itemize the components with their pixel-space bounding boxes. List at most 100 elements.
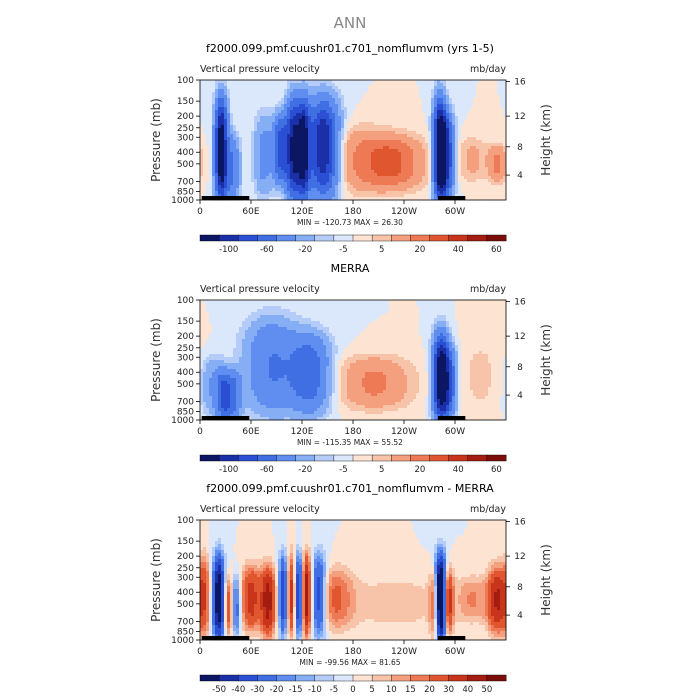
heatmap-cell (503, 152, 507, 156)
heatmap-cell (476, 303, 480, 307)
heatmap-cell (224, 324, 228, 328)
heatmap-cell (323, 80, 327, 84)
heatmap-cell (428, 167, 432, 171)
heatmap-cell (287, 104, 291, 108)
heatmap-cell (431, 315, 435, 319)
heatmap-cell (239, 86, 243, 90)
heatmap-cell (392, 134, 396, 138)
heatmap-cell (482, 110, 486, 114)
heatmap-cell (275, 131, 279, 135)
heatmap-cell (200, 113, 204, 117)
heatmap-cell (242, 191, 246, 195)
heatmap-cell (380, 140, 384, 144)
heatmap-cell (461, 321, 465, 325)
heatmap-cell (239, 125, 243, 129)
heatmap-cell (437, 149, 441, 153)
heatmap-cell (359, 104, 363, 108)
heatmap-cell (221, 306, 225, 310)
heatmap-cell (377, 131, 381, 135)
heatmap-cell (251, 149, 255, 153)
heatmap-cell (467, 158, 471, 162)
heatmap-cell (464, 158, 468, 162)
heatmap-cell (305, 303, 309, 307)
heatmap-cell (380, 164, 384, 168)
heatmap-cell (299, 95, 303, 99)
heatmap-cell (332, 179, 336, 183)
heatmap-cell (476, 312, 480, 316)
heatmap-cell (305, 167, 309, 171)
heatmap-cell (398, 89, 402, 93)
heatmap-cell (362, 128, 366, 132)
heatmap-cell (455, 80, 459, 84)
heatmap-cell (464, 315, 468, 319)
heatmap-cell (479, 173, 483, 177)
heatmap-cell (416, 86, 420, 90)
heatmap-cell (320, 173, 324, 177)
heatmap-cell (443, 158, 447, 162)
heatmap-cell (254, 86, 258, 90)
heatmap-cell (491, 116, 495, 120)
heatmap-cell (263, 300, 267, 304)
heatmap-cell (278, 176, 282, 180)
heatmap-cell (236, 191, 240, 195)
heatmap-cell (224, 158, 228, 162)
heatmap-cell (311, 110, 315, 114)
pressure-tick-label: 700 (177, 177, 194, 187)
heatmap-cell (338, 306, 342, 310)
heatmap-cell (416, 164, 420, 168)
heatmap-cell (503, 315, 507, 319)
heatmap-cell (365, 191, 369, 195)
heatmap-cell (305, 164, 309, 168)
heatmap-cell (284, 92, 288, 96)
heatmap-cell (425, 110, 429, 114)
pressure-tick-label: 250 (177, 124, 194, 134)
heatmap-cell (338, 83, 342, 87)
heatmap-cell (281, 152, 285, 156)
heatmap-cell (200, 324, 204, 328)
heatmap-cell (467, 113, 471, 117)
heatmap-cell (497, 110, 501, 114)
heatmap-cell (230, 318, 234, 322)
heatmap-cell (353, 134, 357, 138)
heatmap-cell (371, 119, 375, 123)
heatmap-cell (395, 188, 399, 192)
heatmap-cell (389, 170, 393, 174)
heatmap-cell (395, 149, 399, 153)
heatmap-cell (494, 113, 498, 117)
heatmap-cell (326, 98, 330, 102)
heatmap-cell (269, 309, 273, 313)
heatmap-cell (488, 86, 492, 90)
heatmap-cell (503, 300, 507, 304)
heatmap-cell (302, 318, 306, 322)
heatmap-cell (227, 128, 231, 132)
heatmap-cell (299, 161, 303, 165)
heatmap-cell (416, 131, 420, 135)
heatmap-cell (395, 98, 399, 102)
heatmap-cell (299, 143, 303, 147)
heatmap-cell (461, 134, 465, 138)
heatmap-cell (437, 110, 441, 114)
heatmap-cell (380, 101, 384, 105)
heatmap-cell (389, 158, 393, 162)
heatmap-cell (470, 128, 474, 132)
heatmap-cell (341, 98, 345, 102)
heatmap-cell (386, 164, 390, 168)
heatmap-cell (296, 89, 300, 93)
heatmap-cell (425, 306, 429, 310)
heatmap-cell (410, 303, 414, 307)
heatmap-cell (203, 324, 207, 328)
heatmap-cell (476, 125, 480, 129)
heatmap-cell (461, 116, 465, 120)
heatmap-cell (479, 83, 483, 87)
heatmap-cell (224, 309, 228, 313)
heatmap-cell (203, 312, 207, 316)
heatmap-cell (227, 173, 231, 177)
heatmap-cell (437, 128, 441, 132)
heatmap-cell (467, 179, 471, 183)
heatmap-cell (323, 155, 327, 159)
heatmap-cell (455, 158, 459, 162)
heatmap-cell (422, 194, 426, 198)
heatmap-cell (479, 315, 483, 319)
heatmap-cell (269, 149, 273, 153)
heatmap-cell (227, 158, 231, 162)
